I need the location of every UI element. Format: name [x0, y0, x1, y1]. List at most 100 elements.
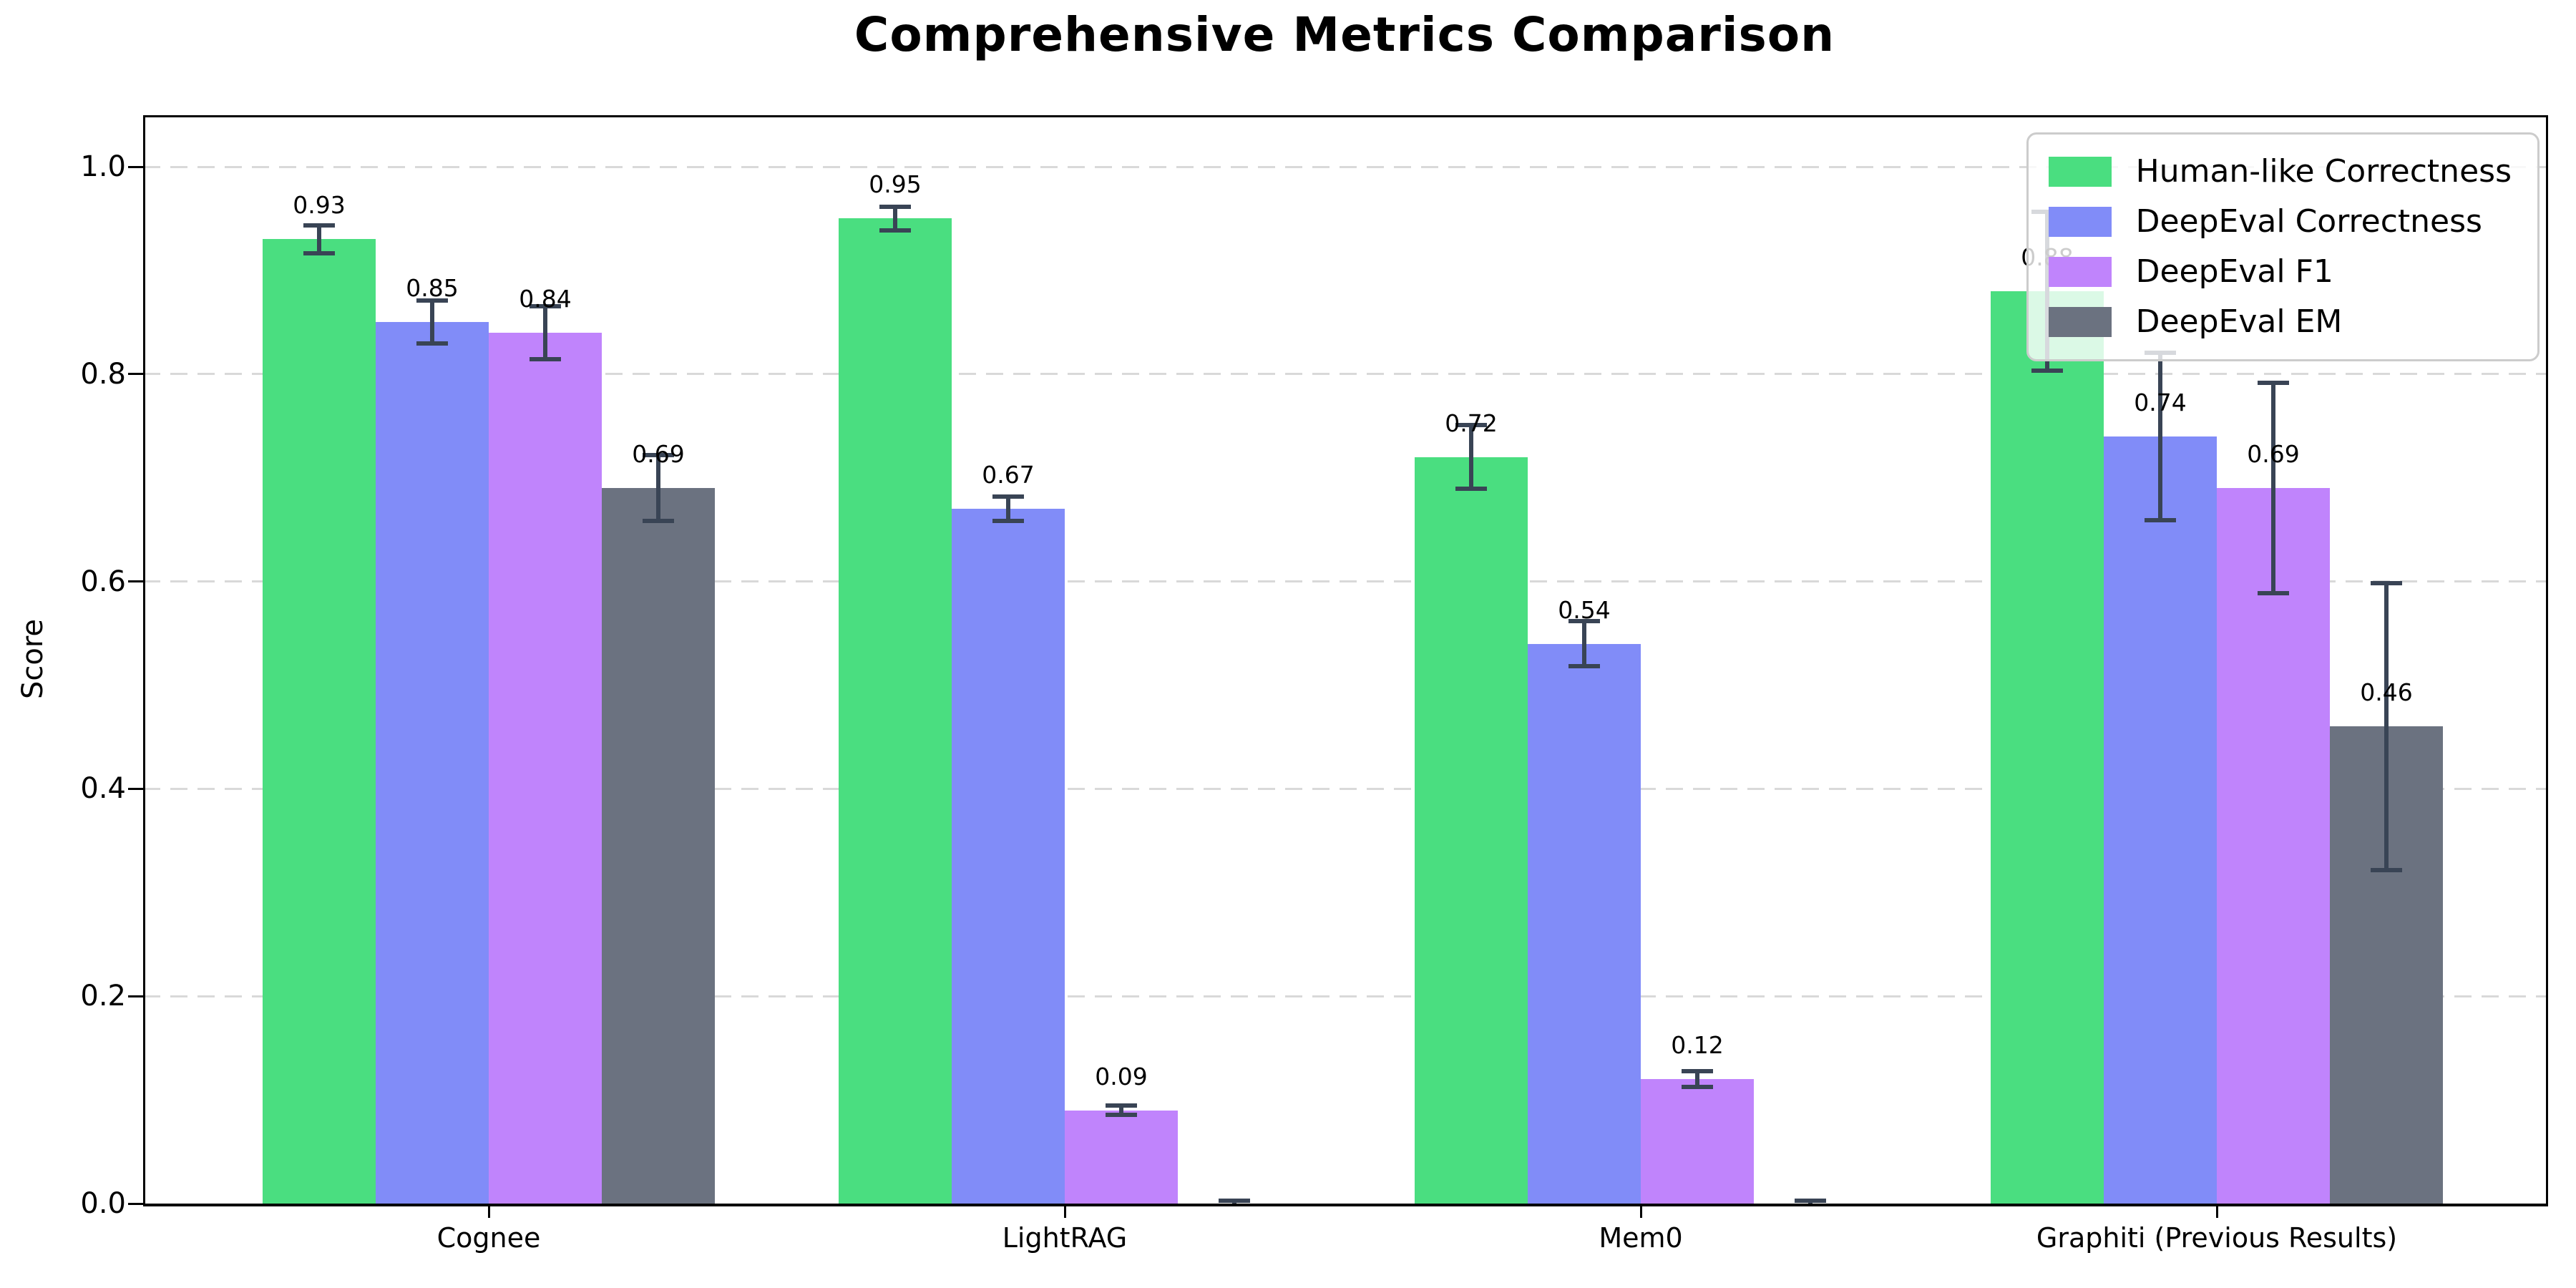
y-tick-0.6	[128, 580, 143, 583]
legend-label-deepeval-correctness: DeepEval Correctness	[2135, 203, 2482, 240]
bar-mem0-deepeval-f1	[1641, 1079, 1754, 1204]
y-tick-label-1.0: 1.0	[80, 150, 126, 183]
legend-swatch-deepeval-f1	[2048, 257, 2112, 287]
legend-swatch-human-like-correctness	[2048, 157, 2112, 187]
bar-value-label-lightrag-deepeval-correctness: 0.67	[982, 461, 1035, 489]
error-bar-graphiti-previous-results-deepeval-f1-cap-top	[2258, 380, 2289, 385]
error-bar-lightrag-deepeval-f1-line	[1119, 1103, 1123, 1117]
plot-spine-right	[2546, 115, 2548, 1206]
bar-value-label-cognee-human-like-correctness: 0.93	[293, 191, 346, 220]
error-bar-cognee-deepeval-em-cap-bottom	[643, 519, 674, 524]
y-tick-0.4	[128, 787, 143, 790]
error-bar-graphiti-previous-results-deepeval-em-line	[2384, 581, 2389, 872]
error-bar-lightrag-deepeval-correctness-cap-top	[992, 494, 1024, 499]
error-bar-cognee-human-like-correctness-line	[317, 223, 321, 255]
legend-item-deepeval-correctness: DeepEval Correctness	[2048, 202, 2512, 242]
y-tick-0.8	[128, 373, 143, 376]
error-bar-mem0-deepeval-f1-line	[1695, 1070, 1699, 1089]
bar-graphiti-previous-results-deepeval-correctness	[2104, 436, 2217, 1204]
y-tick-label-0.6: 0.6	[80, 565, 126, 598]
bar-graphiti-previous-results-deepeval-f1	[2217, 488, 2330, 1204]
x-tick-label-cognee: Cognee	[436, 1222, 541, 1254]
error-bar-mem0-deepeval-em-cap-top	[1795, 1199, 1826, 1204]
bar-value-label-cognee-deepeval-em: 0.69	[632, 440, 685, 469]
bar-cognee-deepeval-em	[602, 488, 715, 1204]
bar-value-label-mem0-deepeval-correctness: 0.54	[1558, 595, 1611, 624]
legend-item-human-like-correctness: Human-like Correctness	[2048, 152, 2512, 192]
error-bar-mem0-deepeval-f1-cap-top	[1682, 1069, 1713, 1074]
error-bar-lightrag-deepeval-f1-cap-bottom	[1106, 1113, 1137, 1118]
bar-value-label-graphiti-previous-results-deepeval-correctness: 0.74	[2134, 388, 2187, 416]
error-bar-lightrag-deepeval-correctness-cap-bottom	[992, 519, 1024, 524]
legend-swatch-deepeval-em	[2048, 307, 2112, 337]
error-bar-cognee-deepeval-correctness-cap-top	[416, 298, 448, 303]
x-tick-cognee	[487, 1206, 490, 1218]
x-tick-mem0	[1639, 1206, 1642, 1218]
x-tick-label-lightrag: LightRAG	[1002, 1222, 1128, 1254]
error-bar-cognee-deepeval-em-line	[656, 454, 660, 523]
y-tick-label-0.0: 0.0	[80, 1187, 126, 1220]
y-tick-label-0.2: 0.2	[80, 980, 126, 1013]
error-bar-mem0-human-like-correctness-cap-bottom	[1455, 487, 1487, 492]
x-tick-graphiti-previous-results	[2215, 1206, 2218, 1218]
error-bar-mem0-human-like-correctness-line	[1469, 424, 1473, 491]
bar-lightrag-human-like-correctness	[839, 218, 952, 1204]
error-bar-cognee-deepeval-f1-cap-bottom	[530, 356, 561, 361]
error-bar-graphiti-previous-results-human-like-correctness-cap-bottom	[2031, 368, 2063, 373]
y-tick-1.0	[128, 165, 143, 168]
legend-item-deepeval-f1: DeepEval F1	[2048, 252, 2512, 292]
legend-label-human-like-correctness: Human-like Correctness	[2135, 153, 2512, 190]
bar-value-label-lightrag-human-like-correctness: 0.95	[869, 170, 922, 199]
y-tick-label-0.8: 0.8	[80, 357, 126, 391]
error-bar-cognee-deepeval-f1-cap-top	[530, 303, 561, 308]
bar-value-label-lightrag-deepeval-f1: 0.09	[1095, 1062, 1148, 1091]
y-axis-label: Score	[16, 618, 49, 700]
error-bar-lightrag-human-like-correctness-line	[893, 205, 897, 233]
bar-graphiti-previous-results-human-like-correctness	[1991, 291, 2104, 1204]
plot-area: 0.930.950.720.880.850.670.540.740.840.09…	[143, 115, 2546, 1204]
error-bar-cognee-human-like-correctness-cap-bottom	[303, 251, 335, 256]
legend-label-deepeval-em: DeepEval EM	[2135, 303, 2343, 340]
error-bar-graphiti-previous-results-deepeval-em-cap-bottom	[2371, 868, 2402, 873]
error-bar-cognee-deepeval-f1-line	[543, 304, 547, 361]
gridline-0.6	[143, 580, 2546, 583]
bar-value-label-cognee-deepeval-f1: 0.84	[519, 284, 572, 313]
bar-value-label-cognee-deepeval-correctness: 0.85	[406, 274, 459, 303]
bar-value-label-mem0-human-like-correctness: 0.72	[1445, 409, 1498, 437]
x-axis-line	[143, 1204, 2548, 1206]
x-tick-label-mem0: Mem0	[1599, 1222, 1683, 1254]
legend-label-deepeval-f1: DeepEval F1	[2135, 253, 2333, 290]
error-bar-lightrag-human-like-correctness-cap-top	[879, 204, 911, 209]
bar-value-label-mem0-deepeval-f1: 0.12	[1671, 1031, 1724, 1060]
bar-value-label-graphiti-previous-results-deepeval-em: 0.46	[2360, 678, 2413, 707]
error-bar-lightrag-deepeval-correctness-line	[1006, 495, 1010, 523]
bar-cognee-human-like-correctness	[263, 239, 376, 1204]
legend-swatch-deepeval-correctness	[2048, 207, 2112, 237]
bar-lightrag-deepeval-correctness	[952, 509, 1065, 1204]
y-tick-0.0	[128, 1202, 143, 1205]
legend-item-deepeval-em: DeepEval EM	[2048, 302, 2512, 342]
y-tick-0.2	[128, 995, 143, 997]
error-bar-cognee-deepeval-correctness-line	[430, 299, 434, 346]
error-bar-graphiti-previous-results-deepeval-em-cap-top	[2371, 580, 2402, 585]
gridline-0.4	[143, 787, 2546, 790]
error-bar-lightrag-human-like-correctness-cap-bottom	[879, 228, 911, 233]
gridline-0.2	[143, 995, 2546, 997]
error-bar-cognee-human-like-correctness-cap-top	[303, 223, 335, 228]
bar-cognee-deepeval-f1	[489, 332, 602, 1204]
error-bar-mem0-deepeval-correctness-cap-top	[1568, 619, 1600, 624]
error-bar-cognee-deepeval-em-cap-top	[643, 453, 674, 458]
error-bar-lightrag-deepeval-em-cap-top	[1219, 1199, 1250, 1204]
x-tick-label-graphiti-previous-results: Graphiti (Previous Results)	[2036, 1222, 2398, 1254]
error-bar-graphiti-previous-results-deepeval-f1-cap-bottom	[2258, 591, 2289, 596]
y-tick-label-0.4: 0.4	[80, 772, 126, 806]
gridline-1.0	[143, 165, 2546, 168]
y-axis-line	[143, 115, 145, 1206]
bar-lightrag-deepeval-f1	[1065, 1110, 1178, 1204]
plot-spine-top	[143, 115, 2548, 117]
x-tick-lightrag	[1063, 1206, 1066, 1218]
error-bar-cognee-deepeval-correctness-cap-bottom	[416, 341, 448, 346]
bar-mem0-deepeval-correctness	[1528, 643, 1641, 1204]
error-bar-mem0-deepeval-f1-cap-bottom	[1682, 1085, 1713, 1090]
error-bar-mem0-deepeval-correctness-cap-bottom	[1568, 663, 1600, 668]
